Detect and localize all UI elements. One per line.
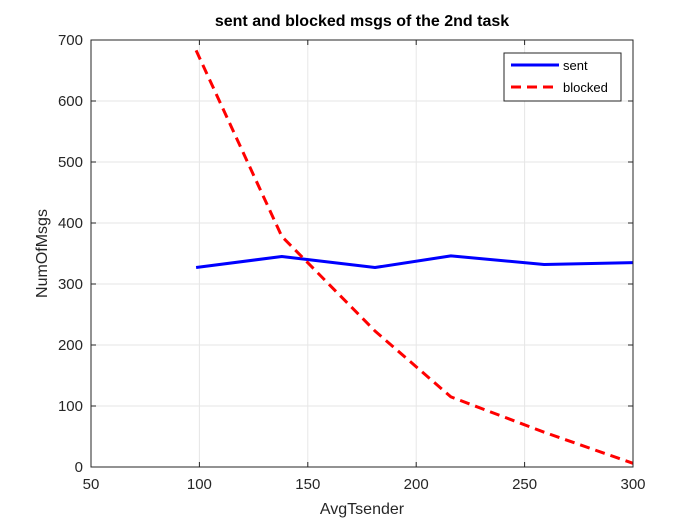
y-tick-label: 500 xyxy=(58,154,83,171)
plot-frame xyxy=(90,39,634,468)
plot-area xyxy=(91,40,633,467)
chart-title: sent and blocked msgs of the 2nd task xyxy=(215,13,509,30)
y-tick-label: 600 xyxy=(58,93,83,110)
y-tick-label: 200 xyxy=(58,337,83,354)
y-tick-label: 100 xyxy=(58,398,83,415)
x-tick-label: 200 xyxy=(404,476,429,493)
y-tick-label: 400 xyxy=(58,215,83,232)
x-tick-label: 250 xyxy=(512,476,537,493)
x-tick-label: 50 xyxy=(83,476,100,493)
series-line-blocked xyxy=(194,49,634,465)
x-tick-label: 150 xyxy=(295,476,320,493)
y-axis-label: NumOfMsgs xyxy=(34,209,51,298)
x-axis-label: AvgTsender xyxy=(320,501,405,518)
y-tick-label: 700 xyxy=(58,32,83,49)
legend-label-blocked: blocked xyxy=(563,80,608,95)
series-layer xyxy=(194,49,634,465)
legend-box xyxy=(503,52,622,102)
legend-label-sent: sent xyxy=(563,58,588,73)
ticks: 50 100 150 200 250 300 0 100 200 300 400 500 600 700 xyxy=(58,32,646,493)
x-tick-label: 300 xyxy=(620,476,645,493)
y-tick-label: 0 xyxy=(75,459,83,476)
series-line-sent xyxy=(195,254,634,269)
x-tick-label: 100 xyxy=(187,476,212,493)
y-tick-label: 300 xyxy=(58,276,83,293)
legend: sent blocked xyxy=(503,52,622,102)
